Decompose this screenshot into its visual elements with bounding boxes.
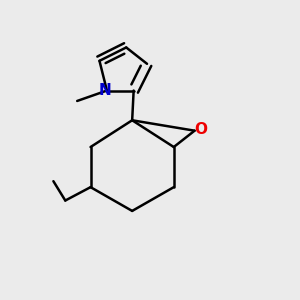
Text: N: N (98, 83, 111, 98)
Text: O: O (194, 122, 207, 137)
